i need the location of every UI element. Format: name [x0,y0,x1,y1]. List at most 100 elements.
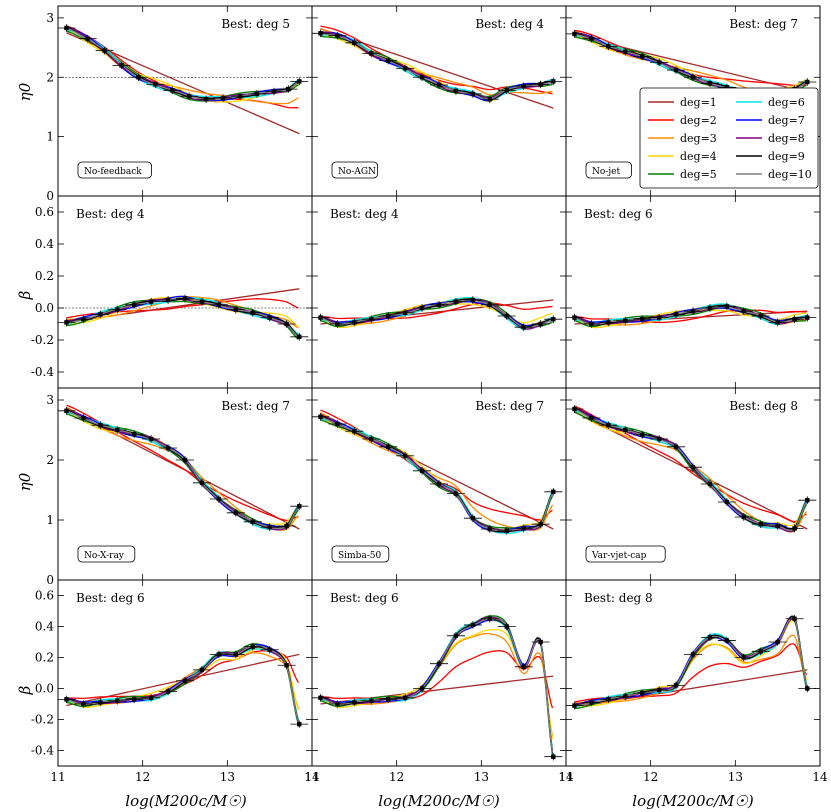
data-point [250,644,255,649]
legend-label-deg-9: deg=9 [768,150,805,163]
data-point [233,652,238,657]
data-point [775,523,780,529]
series-deg-10 [66,645,300,723]
best-degree-label: Best: deg 6 [76,591,145,605]
x-tick-label: 13 [220,770,235,784]
plot-area [312,296,563,332]
data-point [538,82,543,87]
legend-label-deg-10: deg=10 [768,168,812,181]
data-point [148,695,154,700]
series-deg-9 [574,407,808,530]
plot-area [566,405,817,533]
data-point [254,91,260,97]
data-point [233,510,238,515]
data-point [589,700,594,705]
data-point [402,453,408,458]
data-point [115,427,120,433]
x-tick-label: 13 [474,770,489,784]
data-point [551,754,556,759]
panel-2-2: Best: deg 8 Var-vjet-cap [565,387,821,581]
data-point [589,321,594,327]
x-tick-label: 13 [728,770,743,784]
data-point [741,514,746,520]
data-point [470,297,476,303]
data-point [199,667,205,673]
data-point [521,526,526,531]
series-deg-2 [320,302,553,320]
data-point [297,79,302,84]
series-deg-5 [320,419,554,530]
plot-area [566,614,817,710]
data-point [216,496,222,502]
eta-ylabel-bottom: η0 [16,472,34,491]
data-point [470,91,476,97]
data-point [297,504,302,509]
model-label-box [77,545,136,563]
data-point [64,408,69,413]
series-deg-9 [320,618,554,752]
data-point [538,522,543,527]
data-point [402,310,408,315]
data-point [402,695,408,700]
model-label: No-X-ray [84,551,125,561]
panel-frame [311,195,567,389]
model-label: Var-vjet-cap [591,551,647,561]
best-degree-label: Best: deg 6 [584,207,653,221]
data-point [690,465,696,470]
data-point [284,523,289,529]
data-point [216,652,222,657]
series-deg-9 [66,409,299,528]
series-deg-6 [66,29,299,99]
data-point [165,445,171,451]
data-point [233,307,238,312]
series-deg-7 [320,619,554,754]
panel-2-1: Best: deg 7 Simba-50 [311,387,567,581]
data-point [589,36,594,41]
data-point [551,489,556,494]
model-label: No-jet [592,167,620,177]
series-deg-10 [320,618,554,753]
data-point [284,663,289,668]
plot-area [312,25,563,109]
data-point [707,305,713,311]
series-deg-2 [320,409,553,521]
data-point [707,635,713,640]
data-point [148,436,154,442]
data-point [487,302,492,307]
data-point [335,321,340,327]
data-point [318,31,323,36]
series-deg-2 [574,643,808,703]
data-point [64,320,69,325]
model-label-box [331,161,378,179]
data-point [758,649,763,654]
data-point [237,94,243,99]
data-point [203,97,209,102]
data-point [656,687,662,693]
data-point [521,83,526,89]
data-point [182,457,188,463]
series-deg-10 [66,410,299,530]
beta-ylabel-bottom: β [16,685,34,695]
y-tick-label: 2 [46,70,54,84]
data-point [792,526,797,531]
y-tick-label: 0.2 [35,269,54,283]
x-tick-label: 12 [389,770,404,784]
data-point [551,79,556,84]
data-point [470,516,476,521]
data-point [98,312,103,317]
data-point [741,655,746,660]
x-tick-label: 12 [135,770,150,784]
plot-area [58,404,309,532]
y-tick-label: 1 [46,130,54,144]
data-point [386,58,391,63]
series-deg-3 [574,30,807,96]
data-point [318,695,323,700]
data-point [640,432,645,437]
series-deg-1 [320,27,554,109]
data-point [623,318,628,323]
data-point [572,31,577,37]
data-point [216,302,222,307]
legend-label-deg-5: deg=5 [680,168,717,181]
data-point [220,95,226,101]
